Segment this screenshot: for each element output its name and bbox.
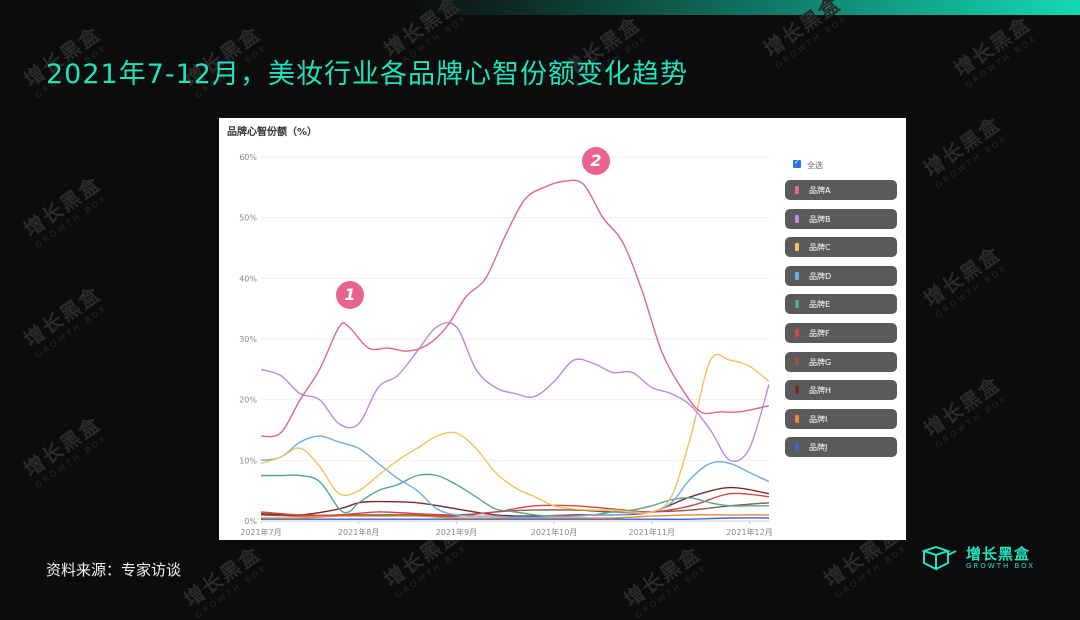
legend: 全选 品牌A 品牌B 品牌C 品牌D 品牌E 品牌F 品牌G 品牌H 品牌I 品牌J	[785, 158, 905, 466]
watermark: 增长黑盒 GROWTH BOX	[919, 111, 1010, 190]
watermark: 增长黑盒 GROWTH BOX	[619, 541, 710, 620]
legend-swatch	[795, 386, 799, 395]
logo: 增长黑盒 GROWTH BOX	[922, 543, 1042, 573]
logo-name: 增长黑盒	[966, 545, 1031, 563]
legend-swatch	[795, 443, 799, 452]
logo-subtitle: GROWTH BOX	[966, 562, 1036, 570]
legend-swatch	[795, 328, 799, 337]
legend-item[interactable]: 品牌G	[785, 351, 897, 372]
legend-swatch	[795, 414, 799, 423]
y-tick-label: 40%	[239, 274, 257, 283]
y-tick-label: 50%	[239, 214, 257, 223]
chart-panel: 品牌心智份额（%） 0% 10% 20% 30% 40% 50% 60% 2021年7月 202…	[219, 118, 906, 540]
marker-2: 2	[582, 147, 610, 175]
legend-swatch	[795, 243, 799, 252]
series-line-品牌F	[260, 492, 770, 516]
legend-label: 品牌I	[809, 414, 828, 424]
legend-swatch	[795, 214, 799, 223]
legend-label: 品牌G	[809, 357, 832, 367]
legend-label: 品牌H	[809, 386, 832, 396]
y-tick-label: 10%	[239, 456, 257, 465]
x-tick-label: 2021年7月	[240, 527, 281, 537]
legend-item[interactable]: 品牌I	[785, 408, 897, 429]
legend-label: 品牌A	[809, 186, 831, 195]
watermark: 增长黑盒 GROWTH BOX	[19, 281, 110, 360]
marker-1: 1	[336, 281, 364, 309]
x-tick-label: 2021年9月	[436, 527, 477, 537]
legend-swatch	[795, 357, 799, 366]
chart-title: 品牌心智份额（%）	[227, 127, 318, 138]
legend-label: 品牌B	[809, 214, 831, 224]
watermark: 增长黑盒 GROWTH BOX	[949, 11, 1040, 90]
series-line-品牌A	[260, 179, 770, 438]
legend-item[interactable]: 品牌H	[785, 380, 897, 401]
legend-item[interactable]: 品牌D	[785, 265, 897, 286]
legend-item[interactable]: 品牌A	[785, 180, 897, 200]
y-tick-label: 0%	[244, 517, 257, 526]
legend-item[interactable]: 品牌F	[785, 322, 897, 343]
legend-item[interactable]: 品牌B	[785, 208, 897, 229]
watermark: 增长黑盒 GROWTH BOX	[919, 371, 1010, 450]
series-line-品牌D	[260, 435, 770, 519]
legend-swatch	[795, 186, 799, 194]
select-all-checkbox[interactable]: 全选	[785, 158, 905, 172]
checkbox-icon	[793, 158, 801, 168]
legend-label: 品牌C	[809, 243, 831, 253]
x-tick-label: 2021年12月	[726, 527, 773, 537]
legend-swatch	[795, 271, 799, 280]
source-note: 资料来源：专家访谈	[46, 561, 182, 579]
page-title: 2021年7-12月，美妆行业各品牌心智份额变化趋势	[46, 59, 688, 90]
x-tick-label: 2021年8月	[338, 527, 379, 537]
line-chart: 0% 10% 20% 30% 40% 50% 60% 2021年7月 2021年8月 2021年9…	[239, 153, 773, 537]
legend-swatch	[795, 300, 799, 309]
legend-item[interactable]: 品牌J	[785, 437, 897, 458]
legend-item[interactable]: 品牌E	[785, 294, 897, 315]
series-line-品牌H	[260, 486, 770, 517]
series-line-品牌C	[260, 353, 770, 514]
watermark: 增长黑盒 GROWTH BOX	[19, 171, 110, 250]
y-tick-label: 60%	[239, 153, 257, 162]
top-gradient-bar	[0, 0, 1080, 15]
series-line-品牌B	[260, 321, 770, 463]
legend-label: 品牌D	[809, 271, 832, 281]
y-tick-label: 30%	[239, 335, 257, 344]
x-tick-label: 2021年11月	[628, 527, 675, 537]
x-tick-label: 2021年10月	[531, 527, 578, 537]
watermark: 增长黑盒 GROWTH BOX	[919, 241, 1010, 320]
y-tick-label: 20%	[239, 396, 257, 405]
legend-item[interactable]: 品牌C	[785, 237, 897, 258]
legend-label: 品牌F	[809, 328, 830, 338]
legend-label: 品牌J	[809, 443, 828, 453]
series-line-品牌J	[261, 517, 770, 520]
cube-logo-icon	[922, 545, 957, 571]
watermark: 增长黑盒 GROWTH BOX	[19, 411, 110, 490]
legend-label: 品牌E	[809, 300, 831, 310]
series-line-品牌E	[261, 473, 769, 517]
watermark: 增长黑盒 GROWTH BOX	[179, 541, 270, 620]
